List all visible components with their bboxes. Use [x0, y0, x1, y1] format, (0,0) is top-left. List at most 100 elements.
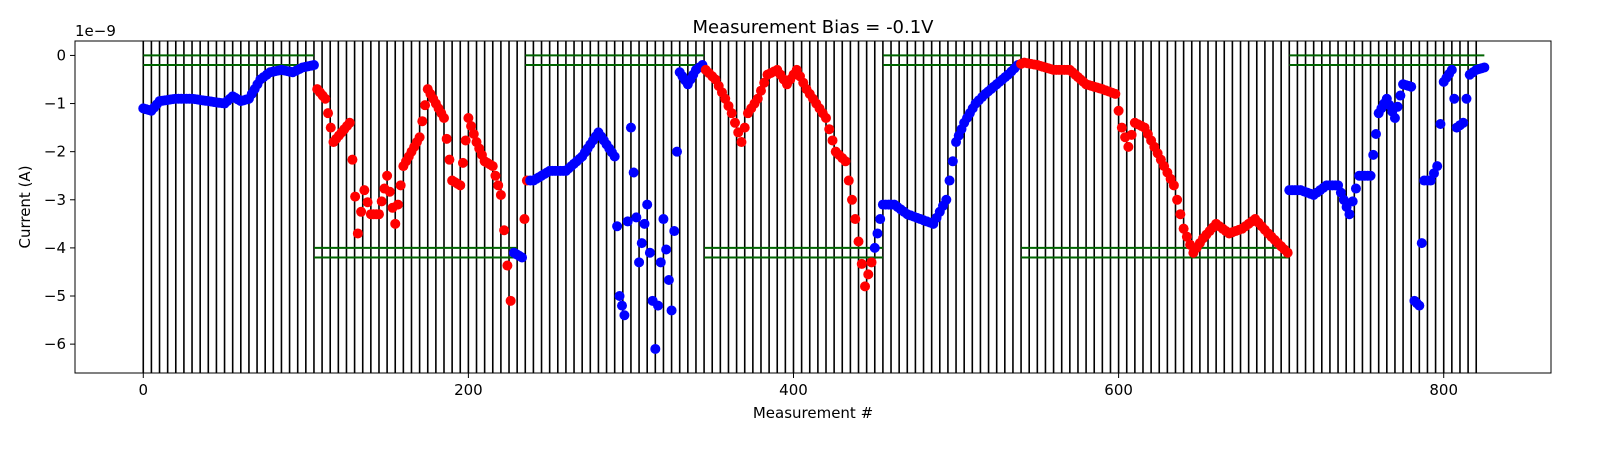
data-point: [636, 238, 647, 249]
y-offset-label: 1e−9: [75, 22, 116, 40]
data-point: [872, 228, 883, 239]
data-point: [460, 135, 471, 146]
data-point: [1406, 81, 1417, 92]
data-point: [650, 343, 661, 354]
data-point: [490, 170, 501, 181]
data-point: [944, 175, 955, 186]
data-point: [1116, 122, 1127, 133]
data-point: [609, 151, 620, 162]
data-point: [1392, 101, 1403, 112]
data-point: [356, 206, 367, 217]
data-point: [866, 257, 877, 268]
y-axis-label: Current (A): [16, 165, 34, 248]
data-point: [1368, 149, 1379, 160]
data-point: [466, 121, 477, 132]
data-point: [439, 112, 449, 123]
data-point: [350, 191, 361, 202]
data-point: [1395, 90, 1406, 101]
data-point: [505, 295, 516, 306]
data-point: [420, 100, 431, 111]
x-tick-label: 400: [779, 381, 808, 399]
y-tick-label: −4: [44, 239, 66, 257]
data-point: [669, 226, 680, 237]
data-point: [352, 228, 363, 239]
data-point: [869, 242, 880, 253]
guide-lines-group: [143, 54, 1485, 259]
data-point: [1350, 183, 1361, 194]
data-point: [840, 156, 851, 167]
data-point: [382, 170, 393, 181]
data-point: [344, 117, 355, 128]
data-point: [417, 116, 428, 127]
y-tick-label: −6: [44, 335, 66, 353]
data-point: [517, 252, 528, 263]
data-point: [1365, 170, 1376, 181]
plot-frame: [74, 40, 1552, 374]
data-point: [1479, 62, 1490, 73]
data-point: [671, 146, 682, 157]
data-point: [639, 218, 650, 229]
data-point: [320, 93, 331, 104]
data-point: [612, 221, 623, 232]
y-tick-label: 0: [56, 46, 66, 64]
data-point: [444, 154, 455, 165]
data-point: [1435, 119, 1446, 129]
data-point: [847, 194, 858, 205]
data-point: [308, 60, 319, 71]
data-point: [625, 122, 636, 133]
data-points-group: [138, 57, 1490, 354]
data-point: [1175, 209, 1186, 220]
data-point: [1432, 161, 1443, 172]
data-point: [860, 281, 871, 292]
data-point: [395, 180, 406, 191]
data-point: [493, 180, 504, 191]
data-point: [666, 305, 677, 316]
data-point: [455, 180, 466, 191]
data-point: [1446, 64, 1457, 75]
data-point: [1461, 93, 1472, 104]
data-point: [661, 244, 672, 255]
data-point: [856, 258, 867, 269]
data-point: [519, 214, 530, 225]
data-point: [614, 291, 625, 302]
data-point: [362, 197, 373, 208]
x-axis-label: Measurement #: [753, 404, 873, 422]
data-point: [347, 154, 358, 165]
data-point: [658, 214, 669, 225]
x-tick-label: 200: [454, 381, 483, 399]
data-point: [824, 124, 835, 135]
data-point: [616, 300, 627, 311]
data-point: [663, 274, 674, 285]
data-point: [1110, 88, 1121, 99]
data-point: [1126, 129, 1137, 140]
data-point: [1347, 196, 1358, 207]
data-point: [853, 236, 864, 247]
data-point: [622, 216, 633, 227]
data-point: [642, 199, 653, 210]
data-point: [1389, 112, 1400, 123]
x-tick-label: 0: [138, 381, 148, 399]
data-point: [384, 186, 395, 197]
chart-title: Measurement Bias = -0.1V: [692, 17, 934, 38]
data-point: [1416, 238, 1427, 249]
data-point: [655, 257, 666, 268]
data-point: [1181, 231, 1192, 242]
data-point: [463, 112, 474, 123]
y-tick-label: −2: [44, 143, 66, 161]
data-point: [376, 196, 387, 207]
data-point: [653, 300, 664, 311]
data-point: [1168, 180, 1179, 191]
data-point: [1113, 105, 1124, 116]
y-tick-label: −5: [44, 287, 66, 305]
data-point: [739, 122, 750, 133]
data-point: [759, 77, 770, 88]
data-point: [843, 175, 854, 186]
data-point: [487, 161, 498, 172]
data-point: [1449, 93, 1460, 104]
data-point: [1414, 300, 1425, 311]
data-point: [755, 85, 766, 96]
data-point: [390, 218, 401, 229]
data-point: [502, 260, 513, 271]
data-point: [941, 194, 952, 205]
